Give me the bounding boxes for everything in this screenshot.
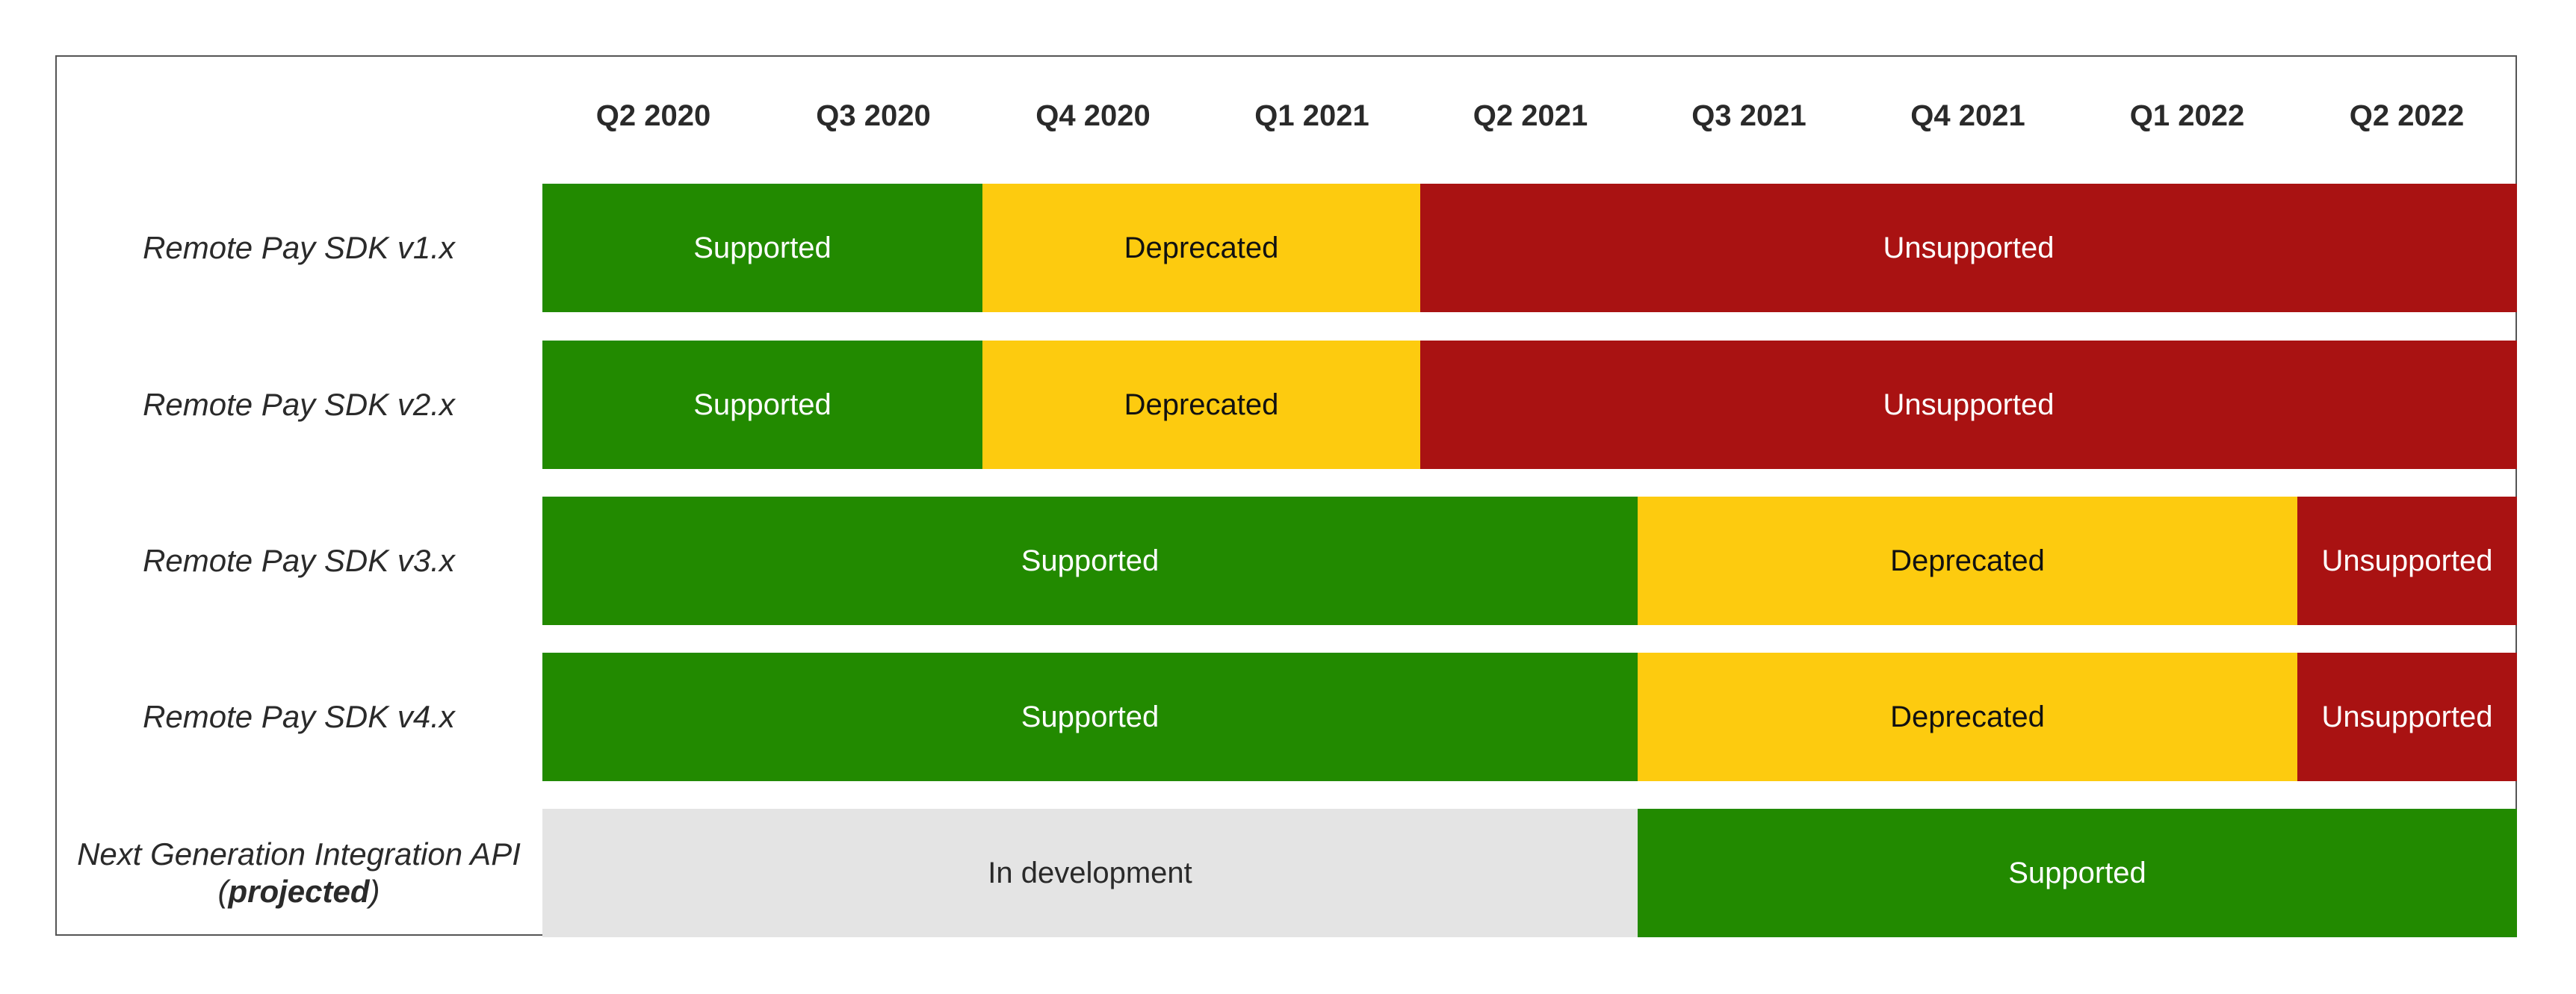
segment-v3-unsupported: Unsupported [2297, 497, 2517, 625]
row-label-sdk-v3: Remote Pay SDK v3.x [143, 543, 455, 578]
quarter-header-q3-2021: Q3 2021 [1691, 99, 1806, 132]
row-label-sdk-v4: Remote Pay SDK v4.x [143, 699, 455, 734]
segment-nextgen-in-development: In development [542, 809, 1638, 937]
segment-v3-supported: Supported [542, 497, 1638, 625]
row-label-next-gen-api-line1: Next Generation Integration API [77, 836, 521, 872]
segment-v4-unsupported: Unsupported [2297, 653, 2517, 781]
quarter-header-q1-2022: Q1 2022 [2129, 99, 2245, 132]
quarter-header-q3-2020: Q3 2020 [816, 99, 931, 132]
quarter-header-q1-2021: Q1 2021 [1254, 99, 1369, 132]
segment-v4-supported: Supported [542, 653, 1638, 781]
segment-v2-unsupported: Unsupported [1420, 341, 2517, 469]
segment-v2-supported: Supported [542, 341, 982, 469]
row-label-next-gen-api-line2: (projected) [217, 874, 380, 909]
quarter-header-q4-2021: Q4 2021 [1910, 99, 2025, 132]
projected-emphasis: projected [228, 874, 370, 909]
segment-v1-unsupported: Unsupported [1420, 184, 2517, 312]
row-label-sdk-v1: Remote Pay SDK v1.x [143, 230, 455, 265]
segment-v3-deprecated: Deprecated [1638, 497, 2297, 625]
segment-v4-deprecated: Deprecated [1638, 653, 2297, 781]
row-label-sdk-v2: Remote Pay SDK v2.x [143, 387, 455, 422]
quarter-header-q2-2022: Q2 2022 [2349, 99, 2465, 132]
row-label-next-gen-api: Next Generation Integration API (project… [55, 809, 542, 937]
quarter-header-q2-2020: Q2 2020 [595, 99, 711, 132]
segment-v1-deprecated: Deprecated [982, 184, 1420, 312]
segment-nextgen-supported: Supported [1638, 809, 2517, 937]
segment-v2-deprecated: Deprecated [982, 341, 1420, 469]
quarter-header-q4-2020: Q4 2020 [1035, 99, 1151, 132]
quarter-header-q2-2021: Q2 2021 [1473, 99, 1588, 132]
segment-v1-supported: Supported [542, 184, 982, 312]
